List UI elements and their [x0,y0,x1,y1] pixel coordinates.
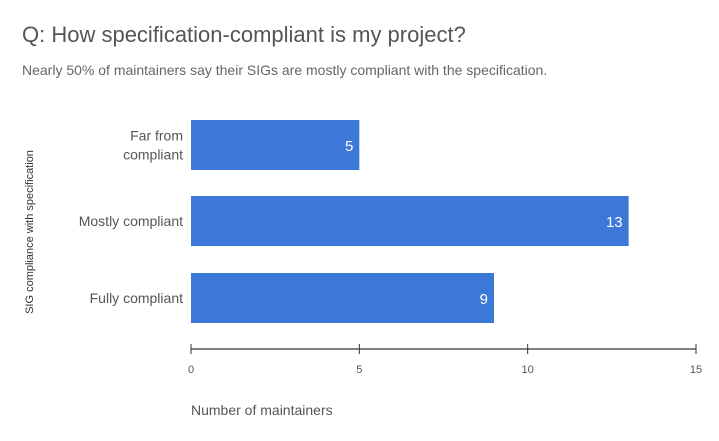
x-tick-label: 10 [522,364,534,376]
x-axis-title: Number of maintainers [191,402,333,418]
chart-title: Q: How specification-compliant is my pro… [22,22,466,47]
bar [191,273,494,323]
y-axis-title: SIG compliance with specification [24,150,36,314]
x-tick-label: 5 [356,364,362,376]
x-tick-label: 0 [188,364,194,376]
bar [191,196,629,246]
category-label: Fully compliant [90,290,183,306]
category-label: Mostly compliant [79,213,183,229]
data-label: 9 [480,291,488,308]
data-label: 5 [345,138,353,155]
x-tick-label: 15 [690,364,702,376]
data-label: 13 [606,214,623,231]
category-label: Far from [130,128,183,144]
bar [191,120,360,170]
category-label: compliant [123,147,183,163]
chart-subtitle: Nearly 50% of maintainers say their SIGs… [22,62,548,78]
